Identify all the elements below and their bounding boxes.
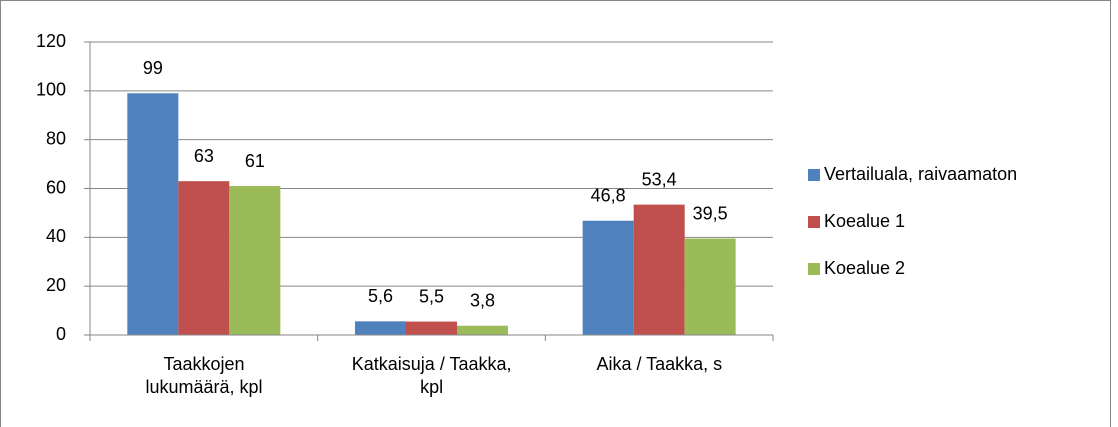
bar xyxy=(178,181,230,335)
value-label: 63 xyxy=(194,146,214,166)
bar xyxy=(457,325,508,335)
y-tick-label: 80 xyxy=(46,128,66,148)
value-label: 5,5 xyxy=(419,286,444,306)
x-tick-label: Aika / Taakka, s xyxy=(596,354,723,374)
value-label: 3,8 xyxy=(470,290,495,310)
bar xyxy=(127,93,179,336)
bar xyxy=(684,238,736,335)
value-label: 5,6 xyxy=(368,286,393,306)
value-label: 39,5 xyxy=(693,203,728,223)
x-tick-label: Taakkojen lukumäärä, kpl xyxy=(145,354,263,397)
x-tick-label: Katkaisuja / Taakka, kpl xyxy=(351,354,512,397)
y-tick-label: 100 xyxy=(36,80,66,100)
y-tick-label: 20 xyxy=(46,275,66,295)
legend-label: Koealue 1 xyxy=(824,211,905,231)
y-tick-label: 0 xyxy=(56,324,66,344)
value-label: 53,4 xyxy=(642,169,677,189)
legend-swatch xyxy=(808,216,820,228)
y-tick-label: 120 xyxy=(36,31,66,51)
legend-swatch xyxy=(808,169,820,181)
value-label: 61 xyxy=(245,151,265,171)
y-tick-label: 40 xyxy=(46,226,66,246)
value-label: 99 xyxy=(143,58,163,78)
y-tick-label: 60 xyxy=(46,177,66,197)
legend-swatch xyxy=(808,263,820,275)
legend-label: Koealue 2 xyxy=(824,258,905,278)
bar xyxy=(406,321,457,335)
bar xyxy=(229,186,281,335)
value-label: 46,8 xyxy=(591,185,626,205)
bar xyxy=(582,220,634,335)
bar xyxy=(633,204,685,335)
legend-label: Vertailuala, raivaamaton xyxy=(824,164,1017,184)
bar xyxy=(355,321,406,335)
